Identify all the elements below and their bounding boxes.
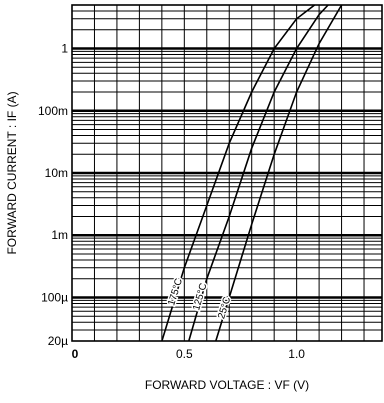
y-axis-label: FORWARD CURRENT : IF (A)	[5, 91, 19, 254]
series-label-0: 175°C	[166, 277, 185, 307]
plot-frame	[71, 4, 383, 342]
grid	[72, 5, 382, 341]
y-tick-label: 20µ	[48, 334, 68, 348]
series-line-1	[188, 4, 329, 342]
x-tick-label: 0.5	[176, 347, 193, 361]
y-tick-label: 100µ	[41, 290, 68, 304]
tick-labels: 1 100m 10m 1m 100µ 20µ 0 0.5 1.0	[38, 42, 305, 361]
series-line-2	[215, 4, 343, 342]
y-tick-label: 100m	[38, 104, 68, 118]
y-tick-label: 1m	[51, 228, 68, 242]
x-axis-label: FORWARD VOLTAGE : VF (V)	[145, 378, 309, 392]
x-tick-label: 1.0	[288, 347, 305, 361]
y-tick-label: 10m	[45, 166, 68, 180]
y-tick-label: 1	[61, 42, 68, 56]
series-line-0	[161, 4, 316, 342]
x-tick-label: 0	[72, 347, 79, 361]
